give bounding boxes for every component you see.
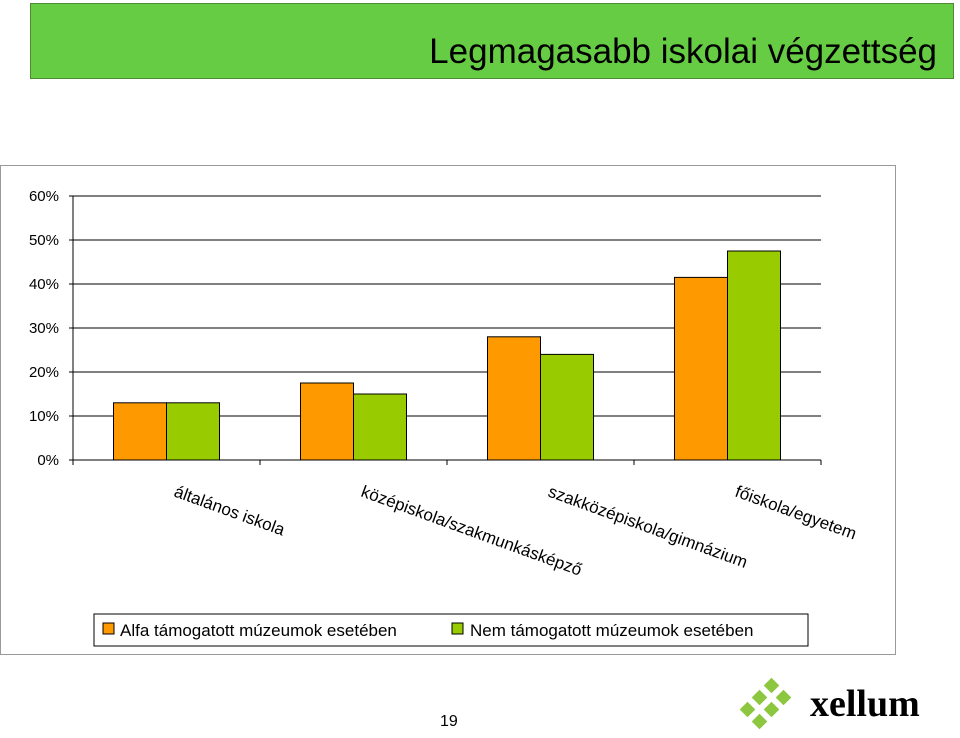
y-tick-label: 0% <box>37 452 59 469</box>
bar <box>166 402 220 461</box>
bar <box>353 393 407 461</box>
category-labels: általános iskola középiskola/szakmunkáské… <box>172 482 859 580</box>
y-tick-label: 10% <box>29 408 59 425</box>
page-title: Legmagasabb iskolai végzettség <box>429 32 937 71</box>
y-tick-label: 30% <box>29 320 59 337</box>
x-category-label: főiskola/egyetem <box>733 482 859 543</box>
y-axis-ticks: 0% 10% 20% 30% 40% 50% 60% <box>29 188 73 469</box>
bar <box>674 276 728 461</box>
bar <box>487 336 541 461</box>
logo-diamond-icon <box>739 677 792 730</box>
logo-text: xellum <box>810 683 920 725</box>
bar <box>113 402 167 461</box>
page-number: 19 <box>440 713 458 730</box>
xellum-logo: xellum <box>739 677 920 730</box>
x-category-label: általános iskola <box>172 482 288 540</box>
y-tick-label: 20% <box>29 364 59 381</box>
y-tick-label: 50% <box>29 232 59 249</box>
bar <box>300 382 354 461</box>
y-tick-label: 40% <box>29 276 59 293</box>
legend-label-nem: Nem támogatott múzeumok esetében <box>470 621 753 640</box>
bar <box>727 250 781 461</box>
legend-label-alfa: Alfa támogatott múzeumok esetében <box>120 621 397 640</box>
axes <box>72 196 822 465</box>
legend: Alfa támogatott múzeumok esetében Nem tá… <box>93 613 809 647</box>
legend-box <box>93 613 809 647</box>
chart-frame: 0% 10% 20% 30% 40% 50% 60% általános iskola köz… <box>0 165 896 655</box>
bar-chart: 0% 10% 20% 30% 40% 50% 60% általános iskola köz… <box>29 188 859 647</box>
y-tick-label: 60% <box>29 188 59 205</box>
bar <box>540 353 594 461</box>
legend-swatch-nem <box>451 622 464 635</box>
bars <box>113 250 781 461</box>
title-banner: Legmagasabb iskolai végzettség <box>30 3 954 79</box>
legend-swatch-alfa <box>102 622 115 635</box>
